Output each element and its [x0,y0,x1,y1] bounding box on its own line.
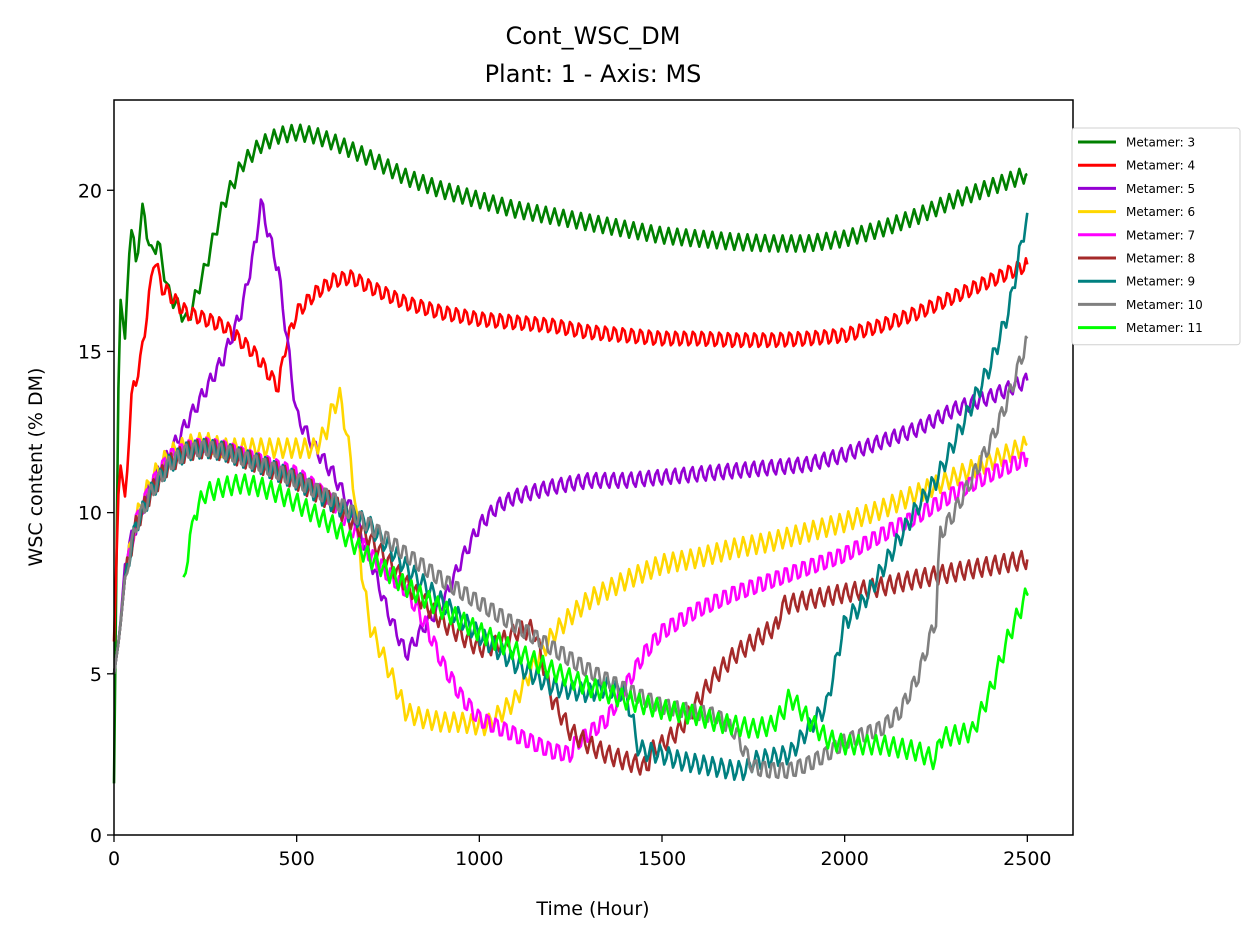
chart-title: Cont_WSC_DM [506,22,681,50]
x-tick-label: 500 [279,848,315,870]
y-tick-label: 15 [78,341,102,363]
plot-frame [113,99,1074,836]
legend-label: Metamer: 7 [1126,228,1195,242]
series-line-metamer-5 [112,198,1029,674]
x-tick-label: 1500 [638,848,686,870]
y-tick-label: 0 [90,825,102,847]
series-layer [112,123,1029,784]
y-axis: 0 5 10 15 20 [78,180,114,847]
x-tick-label: 2500 [1003,848,1051,870]
x-tick-label: 2000 [820,848,868,870]
series-line-metamer-6 [112,386,1028,737]
series-line-metamer-9 [112,212,1029,782]
chart-subtitle: Plant: 1 - Axis: MS [485,60,702,88]
series-line-metamer-11 [182,473,1029,771]
legend-label: Metamer: 6 [1126,205,1195,219]
y-tick-label: 5 [90,664,102,686]
y-tick-label: 10 [78,503,102,525]
x-axis-label: Time (Hour) [535,898,649,920]
chart-titles: Cont_WSC_DM Plant: 1 - Axis: MS [485,22,702,88]
x-axis: 0 500 1000 1500 2000 2500 [108,835,1052,870]
y-axis-label: WSC content (% DM) [25,368,47,567]
legend-label: Metamer: 10 [1126,298,1203,312]
legend-label: Metamer: 3 [1126,136,1195,150]
y-tick-label: 20 [78,180,102,202]
series-line-metamer-3 [112,123,1028,784]
legend-box [1071,127,1241,346]
legend-label: Metamer: 8 [1126,252,1195,266]
x-tick-label: 1000 [455,848,503,870]
legend-label: Metamer: 5 [1126,182,1195,196]
legend-label: Metamer: 4 [1126,159,1195,173]
series-line-metamer-10 [112,335,1029,780]
legend-label: Metamer: 9 [1126,275,1195,289]
legend: Metamer: 3 Metamer: 4 Metamer: 5 Metamer: 6… [1071,127,1241,346]
x-tick-label: 0 [108,848,120,870]
series-line-metamer-4 [112,256,1029,642]
legend-label: Metamer: 11 [1126,321,1203,335]
